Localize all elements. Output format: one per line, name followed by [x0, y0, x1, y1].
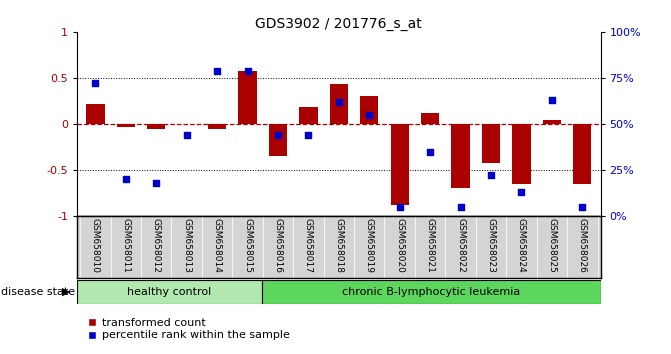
- Point: [364, 112, 374, 118]
- Point: [577, 204, 588, 210]
- Bar: [147, 124, 166, 130]
- Bar: [360, 96, 378, 124]
- Point: [333, 99, 344, 105]
- Point: [212, 68, 223, 73]
- Bar: [293, 216, 323, 278]
- Text: GSM658012: GSM658012: [152, 218, 161, 273]
- Point: [90, 81, 101, 86]
- Bar: [232, 216, 263, 278]
- Bar: [141, 216, 172, 278]
- Bar: [415, 216, 446, 278]
- Bar: [323, 216, 354, 278]
- Text: GSM658017: GSM658017: [304, 218, 313, 273]
- Point: [242, 68, 253, 73]
- Text: GSM658016: GSM658016: [274, 218, 282, 273]
- Point: [151, 180, 162, 185]
- Bar: [269, 124, 287, 156]
- Text: GSM658025: GSM658025: [548, 218, 556, 273]
- Point: [121, 176, 132, 182]
- Point: [516, 189, 527, 195]
- Text: GSM658020: GSM658020: [395, 218, 404, 273]
- Title: GDS3902 / 201776_s_at: GDS3902 / 201776_s_at: [256, 17, 422, 31]
- Text: GSM658019: GSM658019: [365, 218, 374, 273]
- Text: ▶: ▶: [62, 287, 70, 297]
- Text: GSM658026: GSM658026: [578, 218, 586, 273]
- Bar: [208, 124, 226, 129]
- Text: GSM658022: GSM658022: [456, 218, 465, 273]
- Text: disease state: disease state: [1, 287, 75, 297]
- Bar: [299, 107, 317, 124]
- Bar: [263, 216, 293, 278]
- Bar: [537, 216, 567, 278]
- Point: [272, 132, 283, 138]
- Bar: [446, 216, 476, 278]
- Bar: [543, 120, 561, 124]
- Point: [395, 204, 405, 210]
- Bar: [421, 113, 440, 124]
- Bar: [329, 84, 348, 124]
- Bar: [452, 124, 470, 188]
- Point: [486, 173, 497, 178]
- Text: GSM658010: GSM658010: [91, 218, 100, 273]
- Bar: [117, 124, 135, 127]
- Point: [181, 132, 192, 138]
- Bar: [506, 216, 537, 278]
- Bar: [77, 280, 262, 304]
- Bar: [81, 216, 111, 278]
- Text: GSM658013: GSM658013: [183, 218, 191, 273]
- Bar: [476, 216, 506, 278]
- Text: GSM658011: GSM658011: [121, 218, 130, 273]
- Point: [546, 97, 557, 103]
- Bar: [573, 124, 591, 184]
- Bar: [87, 104, 105, 124]
- Bar: [482, 124, 500, 164]
- Bar: [567, 216, 597, 278]
- Text: GSM658023: GSM658023: [486, 218, 495, 273]
- Legend: transformed count, percentile rank within the sample: transformed count, percentile rank withi…: [83, 314, 294, 345]
- Text: GSM658024: GSM658024: [517, 218, 526, 273]
- Bar: [262, 280, 601, 304]
- Point: [425, 149, 435, 154]
- Text: GSM658021: GSM658021: [425, 218, 435, 273]
- Text: chronic B-lymphocytic leukemia: chronic B-lymphocytic leukemia: [342, 287, 520, 297]
- Bar: [391, 124, 409, 205]
- Text: healthy control: healthy control: [127, 287, 211, 297]
- Bar: [111, 216, 141, 278]
- Bar: [512, 124, 531, 184]
- Text: GSM658014: GSM658014: [213, 218, 221, 273]
- Bar: [202, 216, 232, 278]
- Text: GSM658018: GSM658018: [334, 218, 344, 273]
- Bar: [172, 216, 202, 278]
- Bar: [354, 216, 384, 278]
- Point: [303, 132, 314, 138]
- Bar: [238, 72, 257, 124]
- Text: GSM658015: GSM658015: [243, 218, 252, 273]
- Bar: [384, 216, 415, 278]
- Point: [455, 204, 466, 210]
